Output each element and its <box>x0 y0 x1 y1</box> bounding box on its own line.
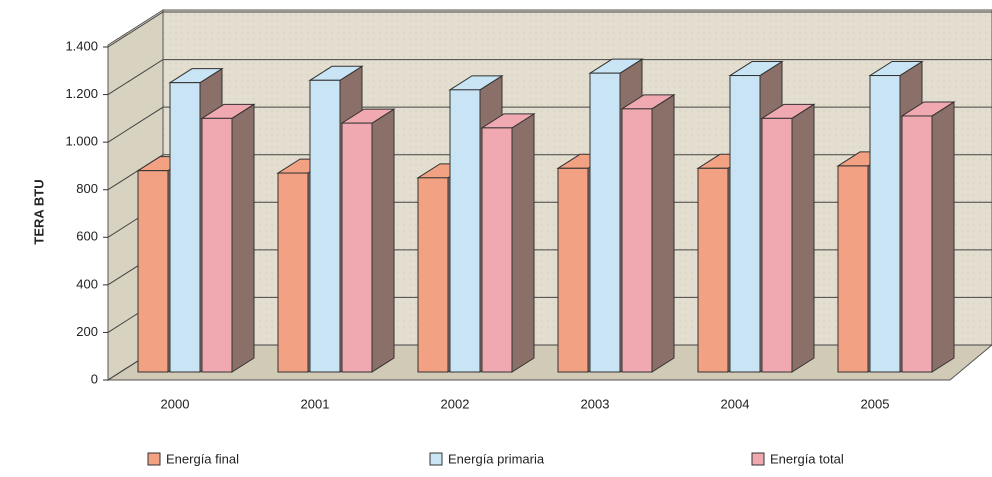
bar-side <box>931 101 955 373</box>
bar <box>169 82 201 373</box>
y-tick-label: 0 <box>91 371 98 386</box>
x-tick-label: 2004 <box>721 396 750 411</box>
y-tick-label: 600 <box>76 229 98 244</box>
legend-swatch <box>429 452 443 466</box>
bar <box>869 75 901 373</box>
bar <box>201 117 233 373</box>
y-tick-label: 1.200 <box>65 86 98 101</box>
bar <box>729 75 761 373</box>
y-tick-label: 1.400 <box>65 38 98 53</box>
bar <box>761 117 793 373</box>
x-tick-label: 2003 <box>581 396 610 411</box>
bar-3d <box>200 103 256 373</box>
grid-line <box>107 59 992 95</box>
bar <box>589 72 621 373</box>
x-tick-label: 2002 <box>441 396 470 411</box>
legend-swatch <box>751 452 765 466</box>
bar-side <box>651 93 675 373</box>
bar <box>137 170 169 373</box>
x-tick-label: 2000 <box>161 396 190 411</box>
bar-3d <box>900 101 956 373</box>
bar-3d <box>340 108 396 373</box>
bar <box>277 172 309 373</box>
bar-side <box>511 112 535 373</box>
grid-line <box>107 11 992 48</box>
bar <box>621 108 653 373</box>
grid-line <box>107 106 992 143</box>
legend-swatch <box>147 452 161 466</box>
bar <box>557 167 589 373</box>
y-axis-label: TERA BTU <box>31 179 46 244</box>
y-tick-label: 400 <box>76 276 98 291</box>
legend-label: Energía total <box>770 451 844 466</box>
bar <box>417 177 449 373</box>
bar <box>481 127 513 373</box>
bar <box>341 122 373 373</box>
bar <box>901 115 933 373</box>
bar <box>309 79 341 373</box>
bar-3d <box>620 93 676 373</box>
y-tick-label: 1.000 <box>65 134 98 149</box>
bar-3d <box>760 103 816 373</box>
x-tick-label: 2005 <box>861 396 890 411</box>
legend-label: Energía primaria <box>448 451 545 466</box>
legend-label: Energía final <box>166 451 239 466</box>
bar-side <box>231 103 255 373</box>
grid-line <box>107 154 992 191</box>
x-tick-label: 2001 <box>301 396 330 411</box>
bar <box>697 167 729 373</box>
y-tick-label: 800 <box>76 181 98 196</box>
bar-3d <box>480 112 536 373</box>
bar <box>837 165 869 373</box>
bar <box>449 89 481 373</box>
y-tick-label: 200 <box>76 324 98 339</box>
bar-side <box>371 108 395 373</box>
bar-side <box>791 103 815 373</box>
